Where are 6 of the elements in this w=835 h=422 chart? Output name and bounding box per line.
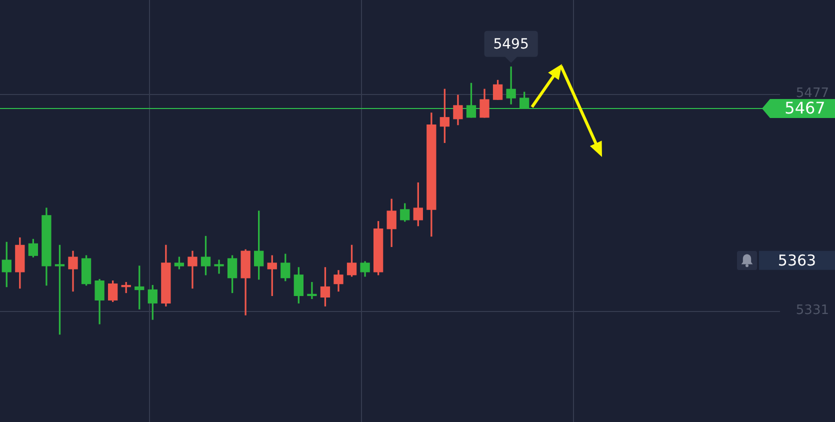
annotation: 5495	[493, 36, 529, 53]
candlestick	[214, 260, 224, 274]
ref-line-label: 5467	[784, 98, 826, 118]
candlestick	[506, 66, 516, 104]
annotation: 5363	[778, 251, 816, 270]
candlestick	[307, 282, 317, 299]
